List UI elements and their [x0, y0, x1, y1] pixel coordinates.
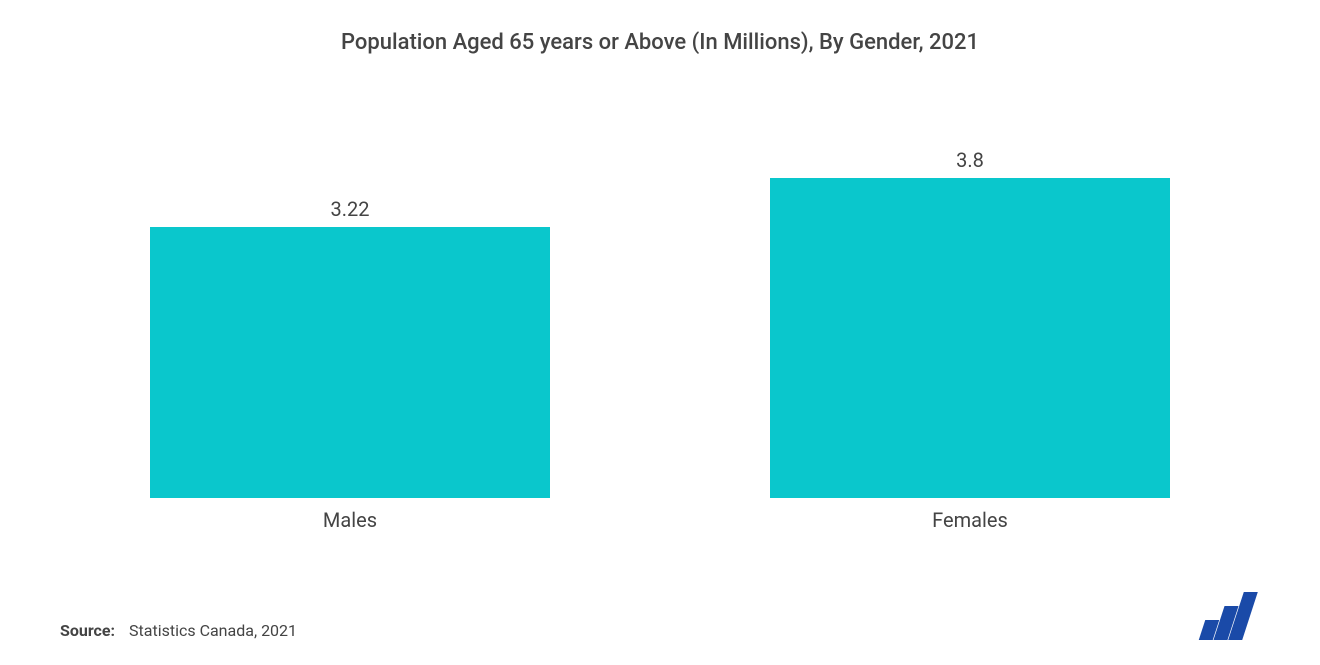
brand-logo-icon — [1202, 592, 1260, 640]
bar-value-females: 3.8 — [956, 148, 984, 172]
bar-males — [150, 227, 550, 498]
bar-females — [770, 178, 1170, 498]
source-text: Statistics Canada, 2021 — [129, 621, 297, 640]
bar-label-males: Males — [323, 508, 377, 532]
bar-label-females: Females — [932, 508, 1008, 532]
source-label: Source: — [60, 621, 115, 640]
bar-group-females: 3.8 Females — [770, 148, 1170, 532]
chart-container: Population Aged 65 years or Above (In Mi… — [0, 0, 1320, 665]
chart-title: Population Aged 65 years or Above (In Mi… — [50, 30, 1270, 55]
source-line: Source: Statistics Canada, 2021 — [60, 621, 297, 640]
plot-area: 3.22 Males 3.8 Females — [50, 65, 1270, 532]
bar-group-males: 3.22 Males — [150, 197, 550, 532]
footer: Source: Statistics Canada, 2021 — [50, 592, 1270, 640]
bar-value-males: 3.22 — [331, 197, 370, 221]
